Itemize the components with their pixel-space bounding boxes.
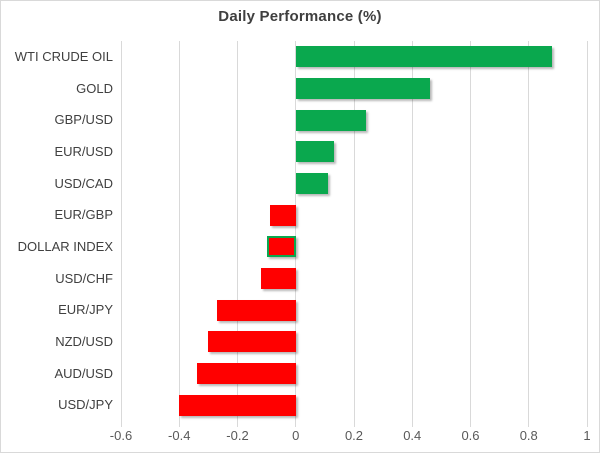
bar [295, 141, 334, 163]
chart-title: Daily Performance (%) [218, 8, 382, 25]
bar [295, 78, 430, 99]
gridline [295, 41, 297, 421]
category-label: EUR/USD [54, 144, 113, 159]
category-label: NZD/USD [55, 334, 113, 349]
axis-tick [470, 421, 471, 427]
category-label: EUR/JPY [58, 302, 113, 318]
x-axis-tick-label: 0.8 [519, 428, 538, 443]
gridline [120, 41, 122, 421]
axis-tick [178, 421, 180, 427]
category-label: USD/CHF [55, 270, 113, 286]
x-axis-tick-label: -0.6 [109, 428, 133, 443]
x-axis-tick-label: 1 [583, 428, 591, 443]
axis-tick [237, 421, 238, 427]
axis-tick [586, 421, 588, 427]
bar-highlighted [266, 236, 296, 258]
category-label: USD/CAD [54, 175, 113, 191]
plot-area [120, 41, 588, 427]
category-label: WTI CRUDE OIL [14, 49, 113, 64]
gridline [353, 41, 355, 421]
category-label: USD/JPY [58, 397, 113, 413]
bar [260, 268, 296, 289]
bar [217, 299, 296, 321]
x-axis-tick-label: -0.2 [226, 428, 249, 443]
category-label: GOLD [76, 80, 113, 96]
bar [295, 173, 328, 194]
bar [179, 394, 296, 416]
x-axis-tick-label: -0.4 [168, 428, 191, 443]
gridline [528, 41, 530, 421]
bar [196, 363, 296, 384]
category-label: DOLLAR INDEX [17, 239, 113, 254]
bar [295, 46, 553, 68]
axis-tick [411, 421, 413, 427]
gridline [470, 41, 471, 421]
x-axis-tick-label: 0.2 [344, 428, 364, 443]
gridline [411, 41, 413, 421]
x-axis-tick-label: 0.6 [461, 428, 480, 443]
gridline [237, 41, 238, 421]
bar [269, 204, 296, 226]
category-label: GBP/USD [54, 112, 113, 128]
x-axis-tick-label: 0 [292, 428, 300, 443]
axis-tick [353, 421, 355, 427]
x-axis-tick-label: 0.4 [403, 428, 422, 443]
axis-tick [120, 421, 122, 427]
category-label: EUR/GBP [54, 207, 113, 223]
gridline [586, 41, 588, 421]
bar [208, 331, 296, 353]
axis-tick [295, 421, 297, 427]
axis-tick [528, 421, 530, 427]
bar [295, 109, 366, 131]
gridline [178, 41, 180, 421]
category-label: AUD/USD [54, 365, 113, 381]
